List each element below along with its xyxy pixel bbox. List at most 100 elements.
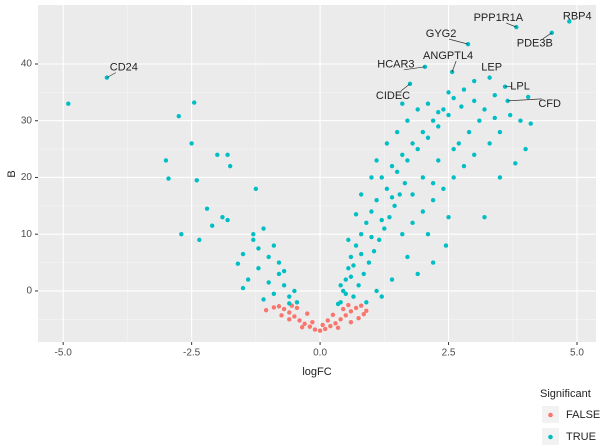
point [397,192,402,197]
point [420,175,426,180]
point [297,318,302,323]
legend-label: TRUE [566,431,596,443]
point [405,254,410,260]
point [348,319,354,325]
point [415,271,420,277]
point [209,223,215,228]
point [271,243,277,248]
point [351,263,356,268]
point [333,321,338,326]
point [430,260,436,265]
point [346,302,351,308]
point [166,176,171,181]
point [338,283,343,288]
point [400,152,405,157]
y-tick-label: 0 [26,286,32,297]
legend-marker [548,412,553,418]
point [307,324,313,329]
point [240,285,246,291]
point [513,161,518,166]
point [358,232,364,237]
point [379,294,384,299]
point [225,152,230,157]
point [353,212,359,217]
point [410,192,415,197]
point [361,312,366,317]
point [384,186,390,192]
point [356,283,361,288]
point [482,107,487,112]
point [358,192,364,197]
point [410,220,415,226]
point [227,163,233,169]
point [366,260,372,265]
point [276,304,282,309]
point [276,271,282,277]
point [323,326,328,332]
point [294,305,300,311]
grid [38,5,596,342]
point [276,260,282,265]
point [305,311,310,316]
point [163,158,169,163]
point [525,94,531,100]
point [261,297,266,302]
point [320,322,325,328]
point [353,243,359,248]
point [425,232,431,237]
point [528,121,533,126]
point [197,237,202,243]
point [225,217,230,223]
point [364,308,369,313]
point [251,237,256,243]
annotation: HCAR3 [377,59,414,71]
annotation: PDE3B [517,38,553,50]
point [338,317,343,322]
point [281,306,287,312]
point [497,129,503,135]
legend-title: Significant [540,388,591,400]
point [328,323,333,329]
point [374,288,379,294]
point [436,110,441,115]
points [66,19,572,333]
point [66,101,71,106]
point [405,118,410,123]
legend-marker [548,434,553,440]
point [341,288,346,294]
panel [38,5,596,342]
point [505,98,510,104]
point [215,152,220,157]
point [353,305,359,311]
point [256,266,261,271]
point [472,152,477,157]
point [299,325,305,330]
leader-line [448,38,469,45]
point [191,100,197,105]
point [266,280,271,285]
point [446,112,451,118]
point [420,129,426,135]
point [472,98,477,104]
x-tick-label: 5.0 [570,348,584,359]
point [436,124,441,129]
x-tick-label: -2.5 [183,348,201,359]
point [271,305,277,310]
point [415,107,420,112]
point [194,178,199,183]
y-tick-label: 20 [21,172,33,183]
point [281,283,287,288]
point [369,234,374,240]
point [436,158,441,163]
point [204,206,210,211]
point [346,237,351,243]
point [287,310,292,315]
point [364,300,369,305]
point [330,312,336,317]
leader-line [507,98,542,102]
point [430,197,436,203]
annotation: PPP1R1A [474,12,524,24]
point [294,300,300,305]
point [335,301,341,307]
annotation: RBP4 [563,10,592,22]
